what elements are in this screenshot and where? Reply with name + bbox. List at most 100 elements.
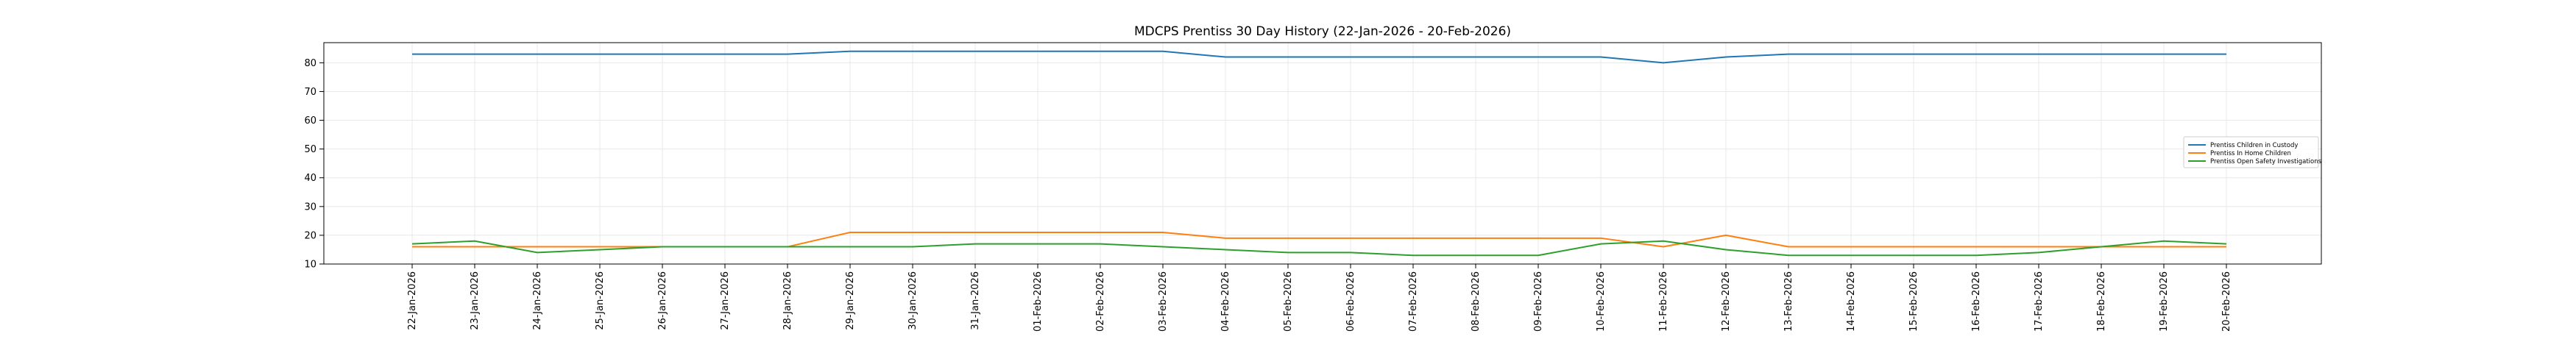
x-tick-label: 13-Feb-2026 bbox=[1783, 271, 1794, 332]
series-line-1 bbox=[412, 232, 2226, 248]
x-tick-label: 01-Feb-2026 bbox=[1033, 271, 1044, 332]
data-point bbox=[661, 246, 664, 249]
data-point bbox=[536, 53, 539, 56]
x-tick-label: 24-Jan-2026 bbox=[532, 271, 543, 330]
data-point bbox=[911, 231, 914, 234]
x-tick-label: 12-Feb-2026 bbox=[1721, 271, 1732, 332]
data-point bbox=[1599, 237, 1602, 240]
data-point bbox=[911, 50, 914, 53]
x-tick-label: 11-Feb-2026 bbox=[1658, 271, 1669, 332]
data-point bbox=[598, 246, 601, 249]
chart-title: MDCPS Prentiss 30 Day History (22-Jan-20… bbox=[1134, 24, 1511, 39]
y-tick-label: 50 bbox=[304, 144, 316, 155]
x-tick-label: 05-Feb-2026 bbox=[1283, 271, 1294, 332]
data-point bbox=[2162, 246, 2165, 249]
data-point bbox=[536, 251, 539, 254]
data-point bbox=[1224, 248, 1227, 251]
data-point bbox=[2162, 53, 2165, 56]
data-point bbox=[2225, 243, 2228, 246]
data-point bbox=[1099, 243, 1102, 246]
series-lines bbox=[411, 50, 2228, 257]
data-point bbox=[1850, 254, 1853, 257]
data-point bbox=[2037, 251, 2040, 254]
y-tick-label: 40 bbox=[304, 173, 316, 184]
data-point bbox=[1975, 246, 1978, 249]
data-point bbox=[598, 53, 601, 56]
data-point bbox=[723, 53, 726, 56]
data-point bbox=[1161, 50, 1164, 53]
data-point bbox=[1036, 243, 1039, 246]
data-point bbox=[911, 246, 914, 249]
data-point bbox=[1474, 254, 1477, 257]
x-tick-label: 04-Feb-2026 bbox=[1220, 271, 1231, 332]
data-point bbox=[1975, 53, 1978, 56]
grid bbox=[324, 43, 2321, 265]
series-line-2 bbox=[411, 240, 2227, 257]
x-tick-label: 29-Jan-2026 bbox=[845, 271, 856, 330]
data-point bbox=[1850, 53, 1853, 56]
data-point bbox=[1850, 246, 1853, 249]
x-tick-label: 22-Jan-2026 bbox=[407, 271, 418, 330]
data-point bbox=[849, 246, 852, 249]
x-tick-label: 14-Feb-2026 bbox=[1846, 271, 1857, 332]
data-point bbox=[1787, 53, 1790, 56]
data-point bbox=[974, 231, 977, 234]
data-point bbox=[786, 246, 789, 249]
series-line-0 bbox=[412, 50, 2226, 64]
legend-label: Prentiss In Home Children bbox=[2210, 150, 2291, 157]
data-point bbox=[1224, 237, 1227, 240]
data-point bbox=[411, 243, 414, 246]
y-tick-label: 30 bbox=[304, 202, 316, 213]
x-tick-label: 07-Feb-2026 bbox=[1408, 271, 1419, 332]
data-point bbox=[1537, 237, 1540, 240]
data-point bbox=[1662, 246, 1665, 249]
data-point bbox=[536, 246, 539, 249]
y-tick-label: 70 bbox=[304, 87, 316, 98]
data-point bbox=[1724, 248, 1727, 251]
data-point bbox=[974, 50, 977, 53]
x-tick-label: 26-Jan-2026 bbox=[657, 271, 668, 330]
x-tick-label: 08-Feb-2026 bbox=[1471, 271, 1482, 332]
data-point bbox=[2225, 53, 2228, 56]
data-point bbox=[974, 243, 977, 246]
data-point bbox=[1912, 53, 1915, 56]
x-tick-label: 17-Feb-2026 bbox=[2034, 271, 2045, 332]
data-point bbox=[1662, 240, 1665, 243]
data-point bbox=[1724, 56, 1727, 59]
data-point bbox=[1474, 56, 1477, 59]
data-point bbox=[411, 246, 414, 249]
y-axis: 10 20 30 40 50 60 70 80 bbox=[304, 58, 324, 271]
x-tick-label: 03-Feb-2026 bbox=[1158, 271, 1169, 332]
data-point bbox=[661, 53, 664, 56]
data-point bbox=[1912, 246, 1915, 249]
x-axis: 22-Jan-2026 23-Jan-2026 24-Jan-2026 25-Jan-… bbox=[407, 264, 2232, 332]
data-point bbox=[598, 248, 601, 251]
data-point bbox=[849, 231, 852, 234]
data-point bbox=[1474, 237, 1477, 240]
data-point bbox=[849, 50, 852, 53]
data-point bbox=[473, 240, 476, 243]
data-point bbox=[1537, 56, 1540, 59]
x-tick-label: 06-Feb-2026 bbox=[1345, 271, 1356, 332]
data-point bbox=[1349, 56, 1352, 59]
x-tick-label: 15-Feb-2026 bbox=[1908, 271, 1919, 332]
data-point bbox=[2037, 53, 2040, 56]
y-tick-label: 10 bbox=[304, 260, 316, 271]
x-tick-label: 23-Jan-2026 bbox=[470, 271, 481, 330]
data-point bbox=[1349, 251, 1352, 254]
data-point bbox=[1662, 61, 1665, 64]
data-point bbox=[1099, 50, 1102, 53]
data-point bbox=[1599, 56, 1602, 59]
x-tick-label: 16-Feb-2026 bbox=[1971, 271, 1982, 332]
x-tick-label: 28-Jan-2026 bbox=[782, 271, 793, 330]
data-point bbox=[2225, 246, 2228, 249]
data-point bbox=[1412, 254, 1415, 257]
legend-box bbox=[2183, 136, 2319, 168]
y-tick-label: 60 bbox=[304, 115, 316, 126]
data-point bbox=[1099, 231, 1102, 234]
x-tick-label: 30-Jan-2026 bbox=[907, 271, 919, 330]
data-point bbox=[1787, 254, 1790, 257]
